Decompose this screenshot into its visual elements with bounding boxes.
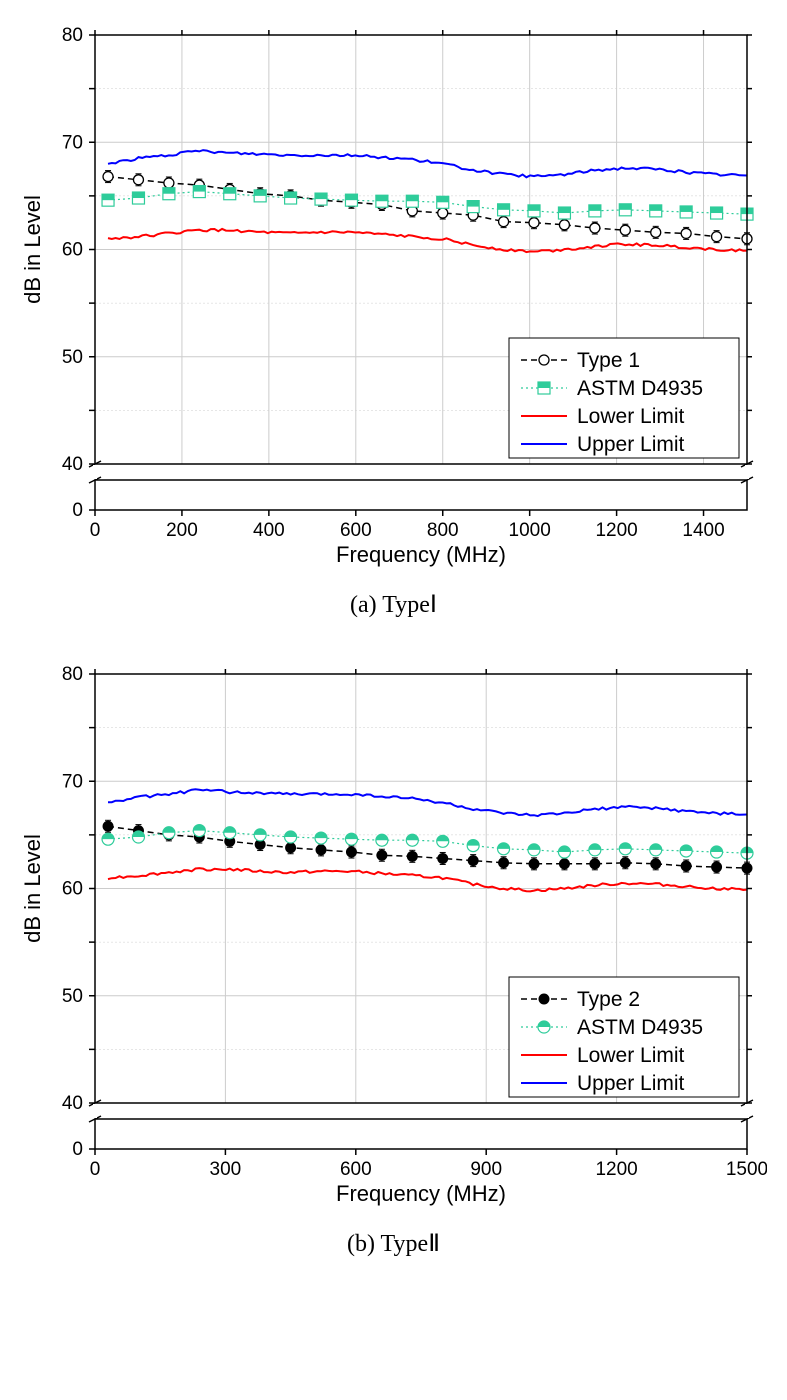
xtick-label: 1500 xyxy=(726,1159,767,1180)
chart-caption-0: (a) TypeⅠ xyxy=(20,590,767,619)
ytick-label: 0 xyxy=(72,1139,83,1160)
y-axis-label: dB in Level xyxy=(20,834,45,943)
xtick-label: 800 xyxy=(427,520,459,541)
legend-label: Lower Limit xyxy=(577,1044,685,1067)
legend-label: Type 2 xyxy=(577,988,640,1011)
legend-label: ASTM D4935 xyxy=(577,1016,703,1039)
chart-caption-1: (b) TypeⅡ xyxy=(20,1229,767,1258)
xtick-label: 300 xyxy=(210,1159,242,1180)
ytick-label: 40 xyxy=(62,454,83,475)
chart-svg-1: 0 300 600 900 1200 1500 40 50 60 70 80 0 Frequency (… xyxy=(20,659,767,1219)
xtick-label: 900 xyxy=(470,1159,502,1180)
xtick-label: 600 xyxy=(340,1159,372,1180)
xtick-label: 200 xyxy=(166,520,198,541)
xtick-label: 1000 xyxy=(509,520,551,541)
chart-1: 0 300 600 900 1200 1500 40 50 60 70 80 0 Frequency (… xyxy=(20,659,767,1219)
chart-0: 020040060080010001200140040506070800Freq… xyxy=(20,20,767,580)
ytick-label: 80 xyxy=(62,25,83,46)
xtick-label: 1200 xyxy=(595,1159,637,1180)
ytick-label: 0 xyxy=(72,500,83,521)
legend-label: Upper Limit xyxy=(577,1072,685,1095)
legend-label: ASTM D4935 xyxy=(577,377,703,400)
legend-label: Upper Limit xyxy=(577,433,685,456)
ytick-label: 50 xyxy=(62,347,83,368)
legend-label: Type 1 xyxy=(577,349,640,372)
chart-svg-0: 020040060080010001200140040506070800Freq… xyxy=(20,20,767,580)
xtick-label: 0 xyxy=(90,520,101,541)
y-axis-label: dB in Level xyxy=(20,195,45,304)
xtick-label: 1200 xyxy=(595,520,637,541)
ytick-label: 70 xyxy=(62,771,83,792)
ytick-label: 80 xyxy=(62,664,83,685)
x-axis-label: Frequency (MHz) xyxy=(336,542,506,567)
legend-label: Lower Limit xyxy=(577,405,685,428)
ytick-label: 60 xyxy=(62,240,83,261)
xtick-label: 1400 xyxy=(682,520,724,541)
ytick-label: 40 xyxy=(62,1093,83,1114)
xtick-label: 0 xyxy=(90,1159,101,1180)
xtick-label: 400 xyxy=(253,520,285,541)
ytick-label: 70 xyxy=(62,132,83,153)
x-axis-label: Frequency (MHz) xyxy=(336,1181,506,1206)
ytick-label: 60 xyxy=(62,879,83,900)
xtick-label: 600 xyxy=(340,520,372,541)
ytick-label: 50 xyxy=(62,986,83,1007)
